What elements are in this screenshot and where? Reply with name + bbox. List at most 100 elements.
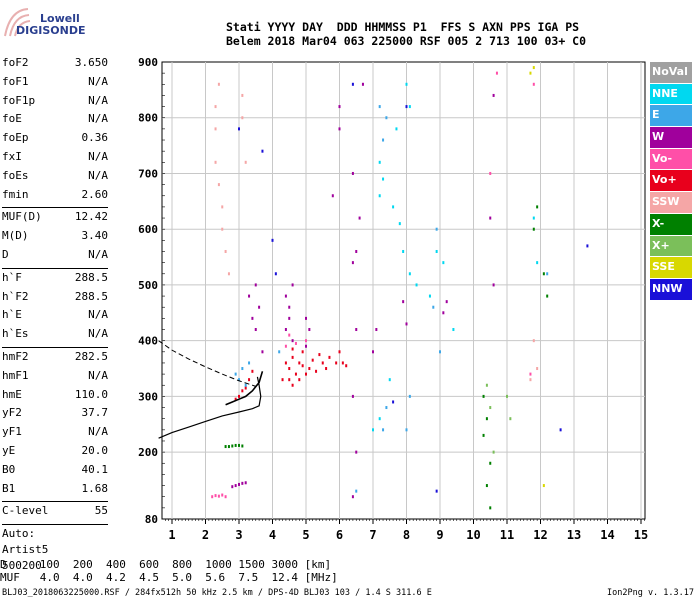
echo-point: [214, 494, 217, 498]
echo-point: [281, 378, 284, 382]
y-tick-label: 400: [138, 335, 158, 348]
echo-point: [251, 369, 254, 373]
logo-mark-icon: [4, 8, 31, 37]
y-tick-label: 200: [138, 446, 158, 459]
param-divider: [2, 267, 108, 269]
version-label: Ion2Png v. 1.3.17: [607, 588, 694, 598]
x-tick-label: 6: [336, 528, 343, 542]
echo-point: [485, 484, 488, 488]
echo-point: [372, 350, 374, 354]
echo-point: [305, 339, 307, 343]
echo-point: [536, 367, 539, 371]
param-key: B1: [2, 481, 16, 495]
param-key: yE: [2, 443, 16, 457]
echo-point: [492, 283, 495, 287]
echo-point: [227, 445, 230, 449]
x-tick-label: 14: [600, 528, 614, 542]
echo-point: [542, 272, 545, 276]
echo-point: [241, 389, 244, 393]
param-row: foF2 3.650: [2, 56, 108, 75]
echo-point: [388, 378, 391, 382]
param-key: fmin: [2, 187, 29, 201]
param-value: N/A: [88, 308, 108, 322]
echo-point: [382, 177, 385, 181]
echo-point: [509, 417, 512, 421]
file-info: BLJ03_2018063225000.RSF / 284fx512h 50 k…: [2, 588, 432, 598]
echo-point: [284, 294, 287, 298]
echo-point: [385, 116, 388, 120]
param-value: 288.5: [74, 270, 108, 284]
echo-point: [274, 272, 277, 276]
echo-point: [432, 305, 435, 309]
param-row: foEs N/A: [2, 169, 108, 188]
echo-point: [408, 105, 411, 109]
scaled-parameters-panel: foF2 3.650 foF1 N/A foF1p N/A foE N/A foEp 0.36 fx…: [2, 56, 108, 575]
echo-point: [489, 506, 492, 510]
echo-point: [398, 222, 401, 226]
param-row: hmF2 282.5: [2, 350, 108, 369]
echo-point: [351, 261, 354, 265]
x-tick-label: 1: [168, 528, 175, 542]
echo-point: [305, 372, 307, 376]
logo-line2: DIGISONDE: [16, 24, 86, 37]
echo-point: [291, 347, 294, 351]
echo-point: [217, 82, 220, 86]
echo-point: [492, 450, 495, 454]
footer-muf-row: MUF 4.0 4.0 4.2 4.5 5.0 5.6 7.5 12.4 [MH…: [0, 571, 338, 584]
echo-point: [261, 350, 264, 354]
param-key: h`F2: [2, 289, 29, 303]
param-row: h`F2 288.5: [2, 290, 108, 309]
x-tick-label: 8: [403, 528, 410, 542]
echo-point: [325, 367, 328, 371]
x-tick-label: 2: [202, 528, 209, 542]
echo-point: [241, 116, 244, 120]
echo-point: [288, 367, 291, 371]
echo-point: [238, 443, 240, 447]
param-key: foEp: [2, 131, 29, 145]
legend-item: Vo-: [650, 148, 692, 170]
echo-point: [221, 227, 224, 231]
echo-point: [402, 249, 405, 253]
param-key: yF1: [2, 425, 22, 439]
echo-point: [241, 481, 244, 485]
echo-point: [529, 71, 532, 75]
echo-point: [338, 105, 341, 109]
echo-point: [217, 183, 220, 187]
echo-point: [221, 493, 224, 497]
param-key: C-level: [2, 504, 49, 518]
echo-point: [345, 364, 348, 368]
echo-point: [224, 495, 227, 499]
y-tick-label: 80: [145, 513, 158, 526]
echo-point: [485, 383, 488, 387]
echo-point: [328, 355, 331, 359]
param-key: foE: [2, 112, 22, 126]
echo-point: [288, 305, 291, 309]
echo-point: [311, 358, 314, 362]
param-key: h`E: [2, 308, 22, 322]
echo-point: [294, 372, 297, 376]
echo-point: [378, 194, 381, 198]
echo-point: [224, 445, 227, 449]
echo-point: [385, 406, 388, 410]
echo-point: [231, 485, 234, 489]
param-value: 3.650: [74, 56, 108, 69]
param-row: M(D) 3.40: [2, 229, 108, 248]
echo-point: [435, 227, 438, 231]
legend-item: SSE: [650, 257, 692, 278]
echo-point: [221, 205, 224, 209]
echo-point: [261, 149, 264, 153]
param-value: N/A: [88, 425, 108, 439]
param-divider: [2, 524, 108, 526]
echo-point: [402, 300, 405, 304]
echo-point: [335, 361, 338, 365]
echo-point: [211, 495, 214, 499]
legend-item: E: [650, 105, 692, 127]
echo-point: [358, 216, 361, 220]
echo-point: [435, 489, 438, 493]
y-tick-label: 800: [138, 112, 158, 125]
echo-point: [284, 361, 287, 365]
echo-point: [305, 344, 307, 348]
echo-point: [248, 378, 251, 382]
dashed-curve: [158, 340, 256, 387]
param-row: hmE 110.0: [2, 388, 108, 407]
